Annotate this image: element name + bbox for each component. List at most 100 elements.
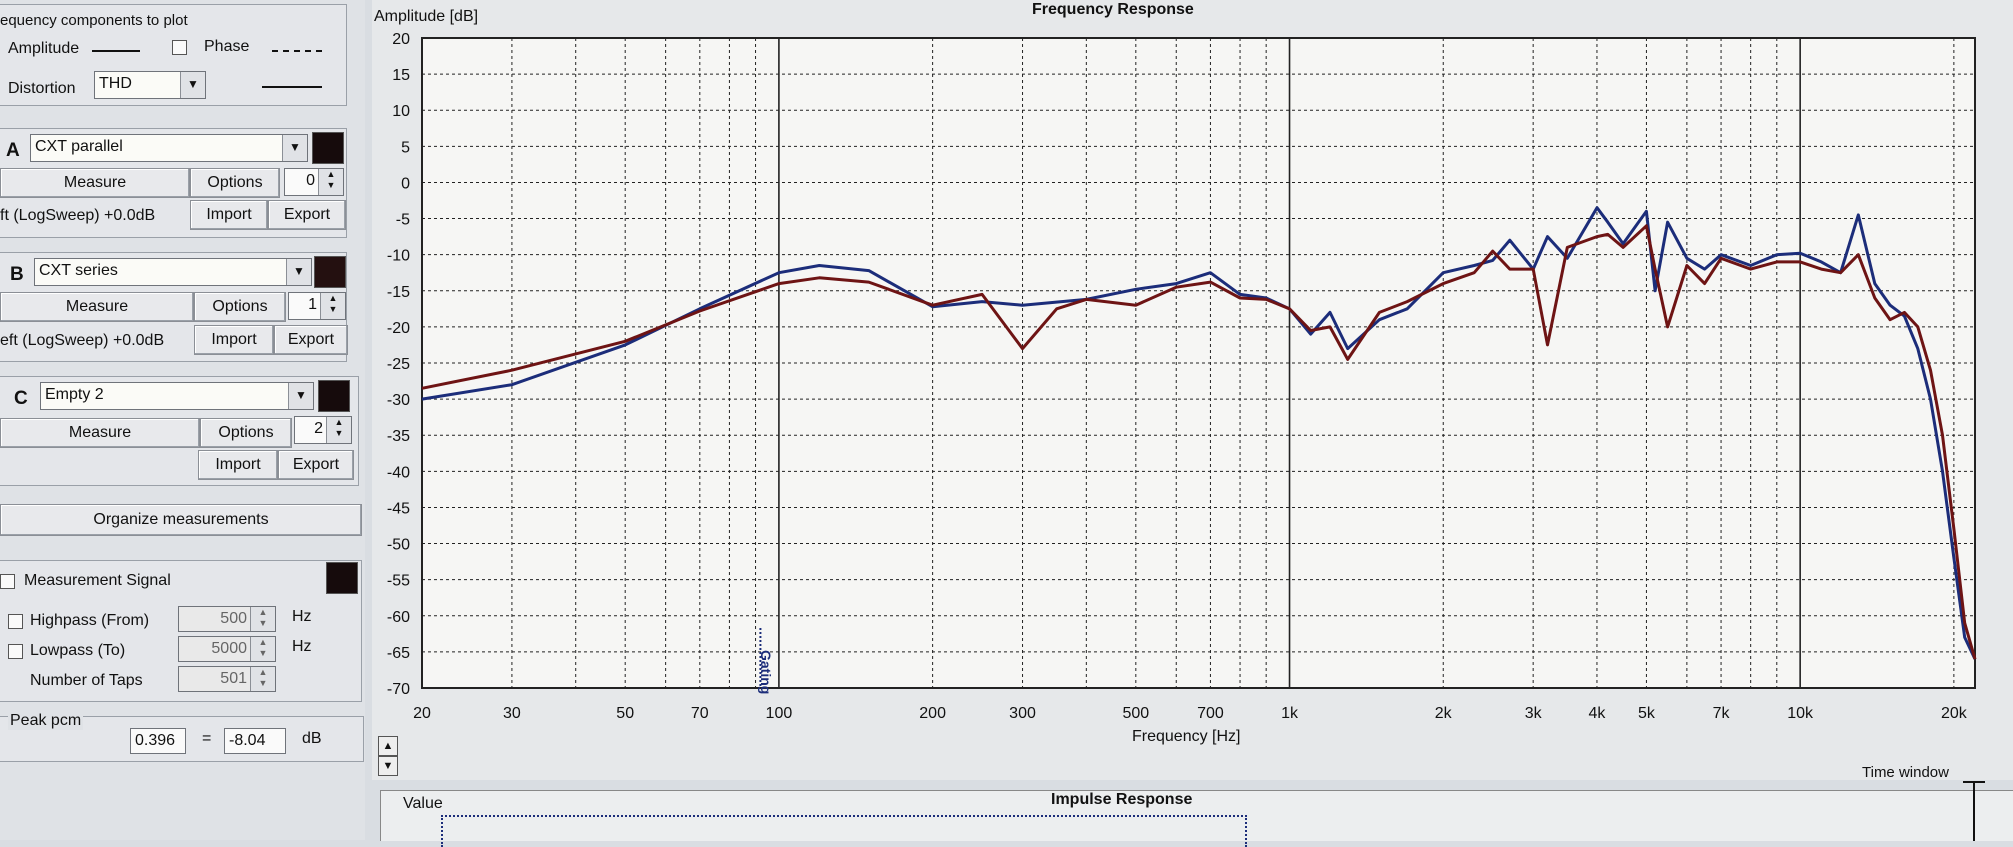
y-axis-label: Amplitude [dB] <box>374 8 479 25</box>
channel-c-letter: C <box>14 388 28 409</box>
chevron-down-icon[interactable]: ▼ <box>288 383 313 409</box>
spin-arrows-icon[interactable]: ▲ ▼ <box>318 169 343 195</box>
channel-a-select[interactable]: CXT parallel ▼ <box>30 134 308 162</box>
impulse-title: Impulse Response <box>1051 791 1193 808</box>
channel-a-color-swatch[interactable] <box>312 132 344 164</box>
series-b-line <box>421 224 1977 660</box>
channel-c-measure-button[interactable]: Measure <box>0 418 200 448</box>
channel-c-import-button[interactable]: Import <box>198 450 278 480</box>
channel-c-export-button[interactable]: Export <box>278 450 354 480</box>
peak-pcm-field: 0.396 <box>130 728 186 754</box>
channel-c-spinner-value: 2 <box>314 420 323 437</box>
highpass-unit: Hz <box>292 608 312 625</box>
x-tick-label: 1k <box>1281 705 1299 722</box>
x-tick-label: 5k <box>1638 705 1656 722</box>
amplitude-line-swatch <box>92 50 140 52</box>
spin-arrows-icon[interactable]: ▲ ▼ <box>250 667 275 691</box>
channel-b-source: eft (LogSweep) +0.0dB <box>0 332 165 349</box>
channel-b-spinner[interactable]: 1 ▲ ▼ <box>288 292 346 320</box>
spin-arrows-icon[interactable]: ▲ ▼ <box>250 637 275 661</box>
chevron-down-icon[interactable]: ▼ <box>180 72 205 98</box>
time-window-label: Time window <box>1862 764 1949 781</box>
y-tick-label: -20 <box>387 320 410 337</box>
y-tick-label: -5 <box>396 212 410 229</box>
channel-b-measure-button[interactable]: Measure <box>0 292 194 322</box>
channel-b-spinner-value: 1 <box>308 296 317 313</box>
channel-a-import-button[interactable]: Import <box>190 200 268 230</box>
highpass-checkbox[interactable] <box>8 614 23 629</box>
channel-a-name: CXT parallel <box>35 138 123 155</box>
impulse-window-outline <box>441 815 1247 847</box>
distortion-select[interactable]: THD ▼ <box>94 71 206 99</box>
channel-a-options-button[interactable]: Options <box>190 168 280 198</box>
y-tick-label: -70 <box>387 681 410 698</box>
time-window-handle-icon[interactable] <box>1973 781 1975 841</box>
y-tick-label: -50 <box>387 537 410 554</box>
channel-b-letter: B <box>10 264 24 285</box>
y-tick-label: 15 <box>392 67 410 84</box>
amplitude-label: Amplitude <box>8 40 80 57</box>
channel-b-export-button[interactable]: Export <box>274 325 348 355</box>
peak-equals: = <box>202 730 212 747</box>
scroll-up-button[interactable]: ▲ <box>378 736 398 756</box>
channel-c-color-swatch[interactable] <box>318 380 350 412</box>
channel-a-measure-button[interactable]: Measure <box>0 168 190 198</box>
measurement-signal-color-swatch[interactable] <box>326 562 358 594</box>
y-tick-label: -10 <box>387 248 410 265</box>
channel-b-import-button[interactable]: Import <box>194 325 274 355</box>
impulse-response-panel: Value Impulse Response <box>380 781 2013 847</box>
y-tick-label: 5 <box>401 139 410 156</box>
channel-b-options-button[interactable]: Options <box>194 292 286 322</box>
distortion-line-swatch <box>262 86 322 88</box>
peak-db-value: -8.04 <box>229 732 266 749</box>
taps-value: 501 <box>220 670 247 687</box>
channel-a-spinner[interactable]: 0 ▲ ▼ <box>284 168 344 196</box>
y-tick-label: -35 <box>387 428 410 445</box>
distortion-select-value: THD <box>99 75 132 92</box>
x-tick-label: 500 <box>1122 705 1149 722</box>
spin-arrows-icon[interactable]: ▲ ▼ <box>250 607 275 631</box>
taps-input[interactable]: 501 ▲ ▼ <box>178 666 276 692</box>
y-tick-label: -55 <box>387 573 410 590</box>
peak-pcm-value: 0.396 <box>135 732 176 749</box>
y-tick-label: -30 <box>387 392 410 409</box>
spin-arrows-icon[interactable]: ▲ ▼ <box>320 293 345 319</box>
x-tick-label: 300 <box>1009 705 1036 722</box>
measurement-signal-checkbox[interactable] <box>0 574 15 589</box>
scroll-down-button[interactable]: ▼ <box>378 756 398 776</box>
gating-marker-label: Gating <box>758 650 774 695</box>
phase-line-swatch <box>272 50 322 52</box>
x-tick-label: 7k <box>1713 705 1731 722</box>
organize-measurements-button[interactable]: Organize measurements <box>0 504 362 536</box>
y-tick-label: -25 <box>387 356 410 373</box>
peak-label: Peak pcm <box>8 712 84 730</box>
x-tick-label: 20k <box>1941 705 1968 722</box>
y-tick-label: -40 <box>387 464 410 481</box>
lowpass-checkbox[interactable] <box>8 644 23 659</box>
y-tick-label: -45 <box>387 500 410 517</box>
channel-a-source: ft (LogSweep) +0.0dB <box>0 207 156 224</box>
lowpass-label: Lowpass (To) <box>30 642 126 659</box>
channel-b-select[interactable]: CXT series ▼ <box>34 258 312 286</box>
x-tick-label: 3k <box>1525 705 1543 722</box>
lowpass-input[interactable]: 5000 ▲ ▼ <box>178 636 276 662</box>
channel-b-name: CXT series <box>39 262 118 279</box>
chevron-down-icon[interactable]: ▼ <box>282 135 307 161</box>
channel-c-options-button[interactable]: Options <box>200 418 292 448</box>
peak-db-unit: dB <box>302 730 322 747</box>
channel-a-export-button[interactable]: Export <box>268 200 346 230</box>
impulse-value-label: Value <box>403 795 443 812</box>
y-tick-label: -65 <box>387 645 410 662</box>
channel-c-select[interactable]: Empty 2 ▼ <box>40 382 314 410</box>
x-axis-label: Frequency [Hz] <box>1132 728 1241 745</box>
frequency-response-chart[interactable]: 20151050-5-10-15-20-25-30-35-40-45-50-55… <box>372 0 2013 780</box>
x-tick-label: 30 <box>503 705 521 722</box>
chart-title: Frequency Response <box>1032 1 1194 18</box>
lowpass-unit: Hz <box>292 638 312 655</box>
phase-checkbox[interactable] <box>172 40 187 55</box>
chevron-down-icon[interactable]: ▼ <box>286 259 311 285</box>
channel-b-color-swatch[interactable] <box>314 256 346 288</box>
channel-c-spinner[interactable]: 2 ▲ ▼ <box>294 416 352 444</box>
highpass-input[interactable]: 500 ▲ ▼ <box>178 606 276 632</box>
spin-arrows-icon[interactable]: ▲ ▼ <box>326 417 351 443</box>
